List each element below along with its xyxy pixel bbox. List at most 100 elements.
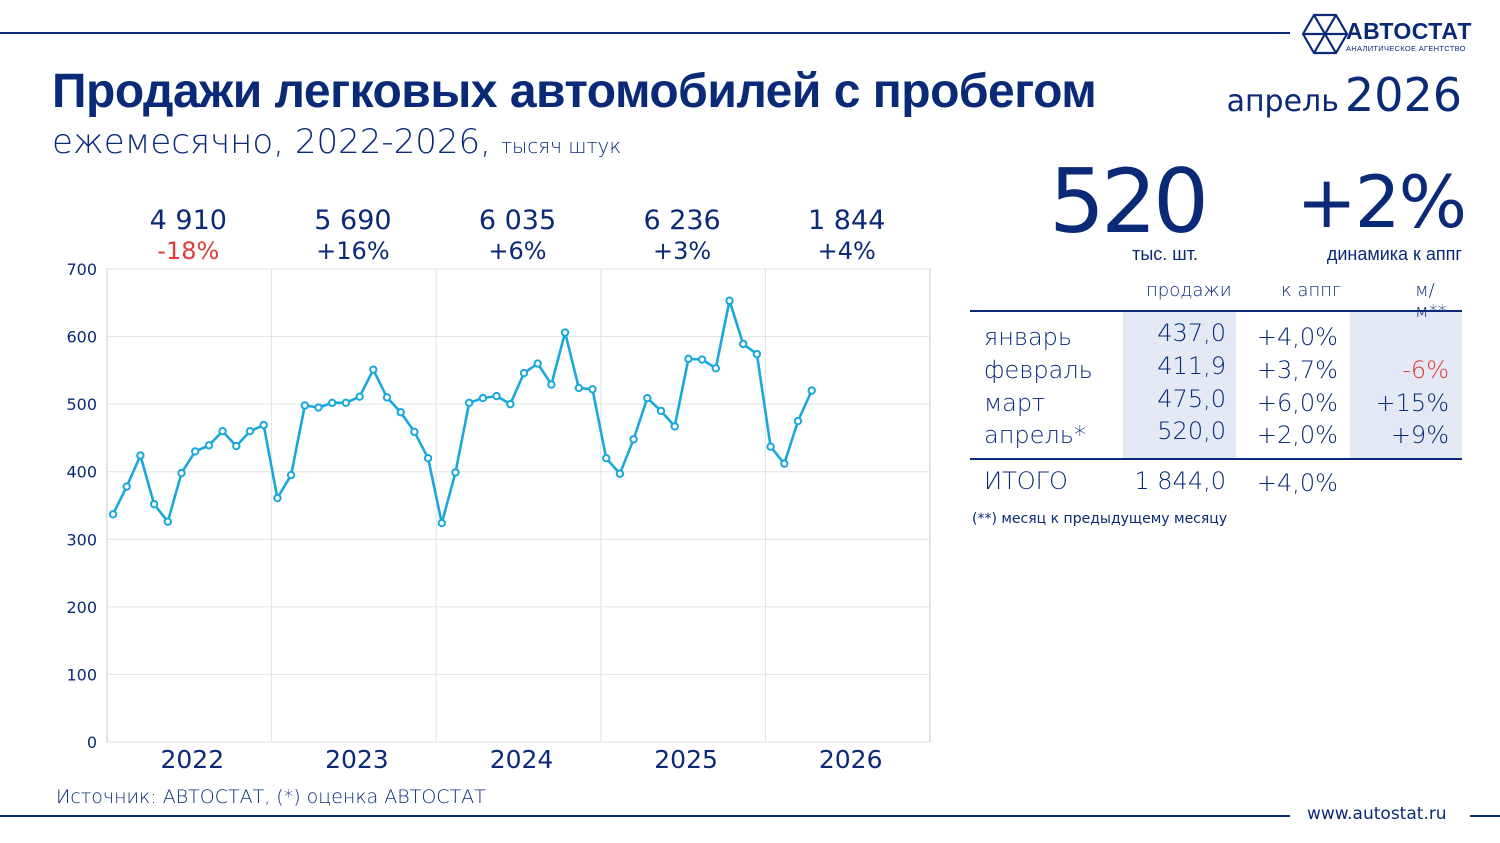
data-point (286, 470, 296, 480)
y-tick-label: 300 (66, 530, 97, 549)
row-mom: -6% (1402, 356, 1449, 384)
data-point (547, 380, 556, 389)
row-sales: 437,0 (1157, 319, 1226, 347)
bottom-rule-right (1470, 815, 1500, 817)
data-point (752, 349, 762, 359)
data-point (519, 368, 529, 378)
year-change-label: +16% (316, 237, 389, 265)
data-point (410, 427, 419, 437)
y-tick-label: 600 (66, 328, 97, 347)
data-point (574, 383, 583, 393)
data-point (232, 441, 241, 451)
website-link[interactable]: www.autostat.ru (1307, 804, 1447, 824)
y-tick-label: 200 (66, 598, 97, 617)
total-yoy: +4,0% (1256, 469, 1338, 497)
data-point (259, 420, 268, 430)
data-point (478, 393, 488, 403)
data-point (780, 459, 789, 468)
data-point (177, 468, 186, 478)
y-tick-label: 0 (87, 733, 97, 752)
sales-series-line (111, 299, 813, 525)
data-point (382, 393, 392, 402)
row-month: февраль (984, 356, 1093, 384)
data-point (273, 493, 282, 503)
data-point (149, 499, 159, 509)
data-point (739, 339, 748, 349)
plot-frame (106, 268, 931, 743)
bottom-rule (0, 815, 1290, 817)
y-tick-label: 100 (66, 665, 97, 684)
x-tick-label: 2025 (654, 745, 718, 774)
row-yoy: +3,7% (1256, 356, 1338, 384)
table-total-rule (970, 458, 1462, 460)
total-label: ИТОГО (984, 467, 1068, 495)
data-point (328, 398, 337, 407)
data-point (492, 391, 501, 401)
y-tick-label: 400 (66, 463, 97, 482)
source-note: Источник: АВТОСТАТ, (*) оценка АВТОСТАТ (56, 786, 486, 808)
data-point (766, 442, 775, 451)
sales-column-shade (1123, 310, 1236, 458)
row-mom: +15% (1375, 389, 1449, 417)
data-point (245, 426, 255, 436)
year-change-label: +3% (653, 237, 711, 265)
page-subtitle: ежемесячно, 2022-2026, тысяч штук (52, 122, 621, 162)
data-point (423, 454, 433, 463)
row-sales: 475,0 (1157, 385, 1226, 413)
row-yoy: +4,0% (1256, 323, 1338, 351)
data-point (697, 355, 707, 364)
row-yoy: +6,0% (1256, 389, 1338, 417)
period-month: апрель (1226, 84, 1339, 119)
mom-column-shade (1350, 310, 1462, 458)
data-point (108, 510, 118, 519)
year-total-label: 1 844 (808, 205, 885, 236)
data-point (163, 517, 173, 526)
data-point (122, 482, 131, 491)
x-tick-label: 2024 (490, 745, 554, 774)
data-point (684, 354, 693, 364)
data-point (451, 468, 460, 477)
kpi-value: 520 (1049, 150, 1209, 253)
data-point (793, 416, 803, 426)
row-month: январь (984, 323, 1073, 351)
data-point (807, 386, 816, 395)
table-top-rule (970, 310, 1462, 312)
data-point (602, 454, 611, 463)
data-point (725, 296, 734, 305)
year-total-label: 4 910 (150, 205, 227, 236)
data-point (369, 365, 378, 374)
header-sales: продажи (1146, 280, 1232, 301)
data-point (643, 393, 652, 403)
period-year: 2026 (1344, 68, 1462, 122)
row-month: март (984, 389, 1046, 417)
x-tick-label: 2022 (160, 745, 224, 774)
data-point (615, 469, 625, 478)
data-point (533, 359, 542, 368)
data-point (629, 435, 638, 444)
year-change-label: +4% (818, 237, 876, 265)
x-tick-label: 2023 (325, 745, 389, 774)
year-total-label: 5 690 (314, 205, 391, 236)
data-point (588, 385, 597, 394)
logo-text: АВТОСТАТ (1346, 18, 1472, 44)
report-period: апрель 2026 (1227, 68, 1462, 122)
year-total-label: 6 236 (643, 205, 720, 236)
unit-label: тысяч штук (500, 134, 622, 158)
data-point (355, 392, 364, 401)
kpi-change-label: динамика к аппг (1326, 244, 1462, 264)
data-point (560, 328, 570, 337)
data-point (465, 398, 474, 407)
autostat-logo-icon (1301, 13, 1349, 55)
data-point (437, 518, 446, 528)
data-point (396, 408, 405, 417)
row-month: апрель* (984, 421, 1086, 449)
y-tick-label: 500 (66, 395, 97, 414)
row-sales: 520,0 (1157, 417, 1226, 445)
x-tick-label: 2026 (819, 745, 883, 774)
data-point (341, 398, 351, 407)
subtitle-text: ежемесячно, 2022-2026, (52, 122, 491, 162)
row-mom: +9% (1390, 421, 1449, 449)
data-point (136, 451, 145, 460)
y-tick-label: 700 (66, 260, 97, 279)
